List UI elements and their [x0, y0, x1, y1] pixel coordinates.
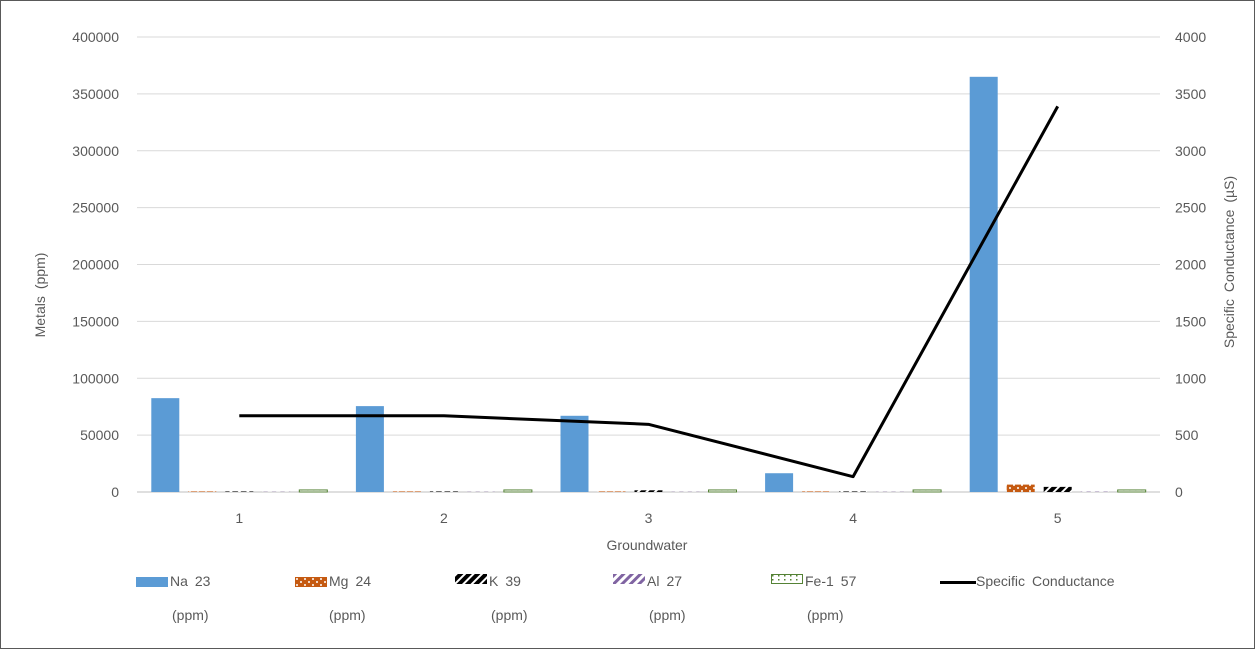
y-tick-label: 200000	[72, 257, 119, 273]
legend-swatch-fe	[771, 574, 803, 584]
legend-label-na: Na 23	[170, 573, 211, 589]
y-tick-label: 150000	[72, 313, 119, 329]
legend-label-k: K 39	[489, 573, 521, 589]
legend-unit-al: (ppm)	[649, 607, 686, 623]
bar-5-1	[298, 489, 328, 493]
legend-item-fe: Fe-1 57 (ppm)	[771, 573, 911, 633]
y-tick-label: 50000	[80, 427, 119, 443]
bar-2-4	[802, 491, 831, 492]
x-tick-label: 3	[645, 510, 653, 526]
legend-line-conductance	[940, 581, 976, 584]
legend-swatch-mg	[295, 577, 327, 587]
legend-label-al: Al 27	[647, 573, 683, 589]
legend-item-k: K 39 (ppm)	[455, 573, 585, 633]
x-axis-title: Groundwater	[607, 537, 688, 553]
bar-1-4	[765, 473, 794, 492]
y2-tick-label: 1000	[1175, 370, 1206, 386]
legend-item-al: Al 27 (ppm)	[613, 573, 743, 633]
legend-swatch-al	[613, 574, 645, 584]
bar-2-5	[1006, 484, 1035, 492]
y2-tick-label: 1500	[1175, 313, 1206, 329]
bar-5-2	[503, 489, 533, 493]
bar-2-3	[597, 491, 626, 492]
y-axis-title: Metals (ppm)	[32, 253, 48, 338]
bar-5-4	[912, 489, 942, 493]
bar-5-3	[708, 489, 737, 493]
bar-3-5	[1043, 486, 1072, 492]
y2-tick-label: 2500	[1175, 200, 1206, 216]
bar-1-2	[355, 406, 384, 492]
y-tick-label: 350000	[72, 86, 119, 102]
bar-3-2	[429, 491, 458, 492]
bar-3-1	[225, 491, 254, 492]
legend-unit-na: (ppm)	[172, 607, 209, 623]
y2-tick-label: 0	[1175, 484, 1183, 500]
y2-tick-label: 3500	[1175, 86, 1206, 102]
y2-tick-label: 2000	[1175, 257, 1206, 273]
legend-unit-k: (ppm)	[491, 607, 528, 623]
bar-1-1	[151, 398, 180, 492]
legend-label-fe: Fe-1 57	[805, 573, 857, 589]
x-tick-label: 2	[440, 510, 448, 526]
legend-swatch-k	[455, 574, 487, 584]
legend-item-mg: Mg 24 (ppm)	[295, 573, 425, 633]
y2-tick-label: 500	[1175, 427, 1199, 443]
legend-item-na: Na 23 (ppm)	[136, 573, 266, 633]
legend-label-mg: Mg 24	[329, 573, 372, 589]
bar-3-4	[839, 491, 868, 492]
bar-1-5	[969, 76, 998, 492]
bar-3-3	[634, 490, 663, 492]
y2-tick-label: 4000	[1175, 29, 1206, 45]
x-tick-label: 1	[235, 510, 243, 526]
y2-tick-label: 3000	[1175, 143, 1206, 159]
legend-item-conductance: Specific Conductance	[940, 573, 1160, 603]
x-tick-label: 4	[849, 510, 857, 526]
bar-5-5	[1117, 489, 1147, 493]
bar-1-3	[560, 415, 589, 492]
legend-swatch-na	[136, 577, 168, 587]
legend-unit-mg: (ppm)	[329, 607, 366, 623]
y-tick-label: 400000	[72, 29, 119, 45]
x-tick-label: 5	[1054, 510, 1062, 526]
y2-axis-title: Specific Conductance (µS)	[1221, 176, 1237, 348]
y-tick-label: 100000	[72, 370, 119, 386]
bar-2-2	[392, 491, 421, 492]
y-tick-label: 250000	[72, 200, 119, 216]
legend-label-conductance: Specific Conductance	[976, 573, 1115, 589]
legend: Na 23 (ppm) Mg 24 (ppm) K 39 (ppm) Al 27…	[0, 573, 1255, 643]
legend-unit-fe: (ppm)	[807, 607, 844, 623]
y-tick-label: 0	[111, 484, 119, 500]
bar-2-1	[188, 491, 217, 492]
y-tick-label: 300000	[72, 143, 119, 159]
